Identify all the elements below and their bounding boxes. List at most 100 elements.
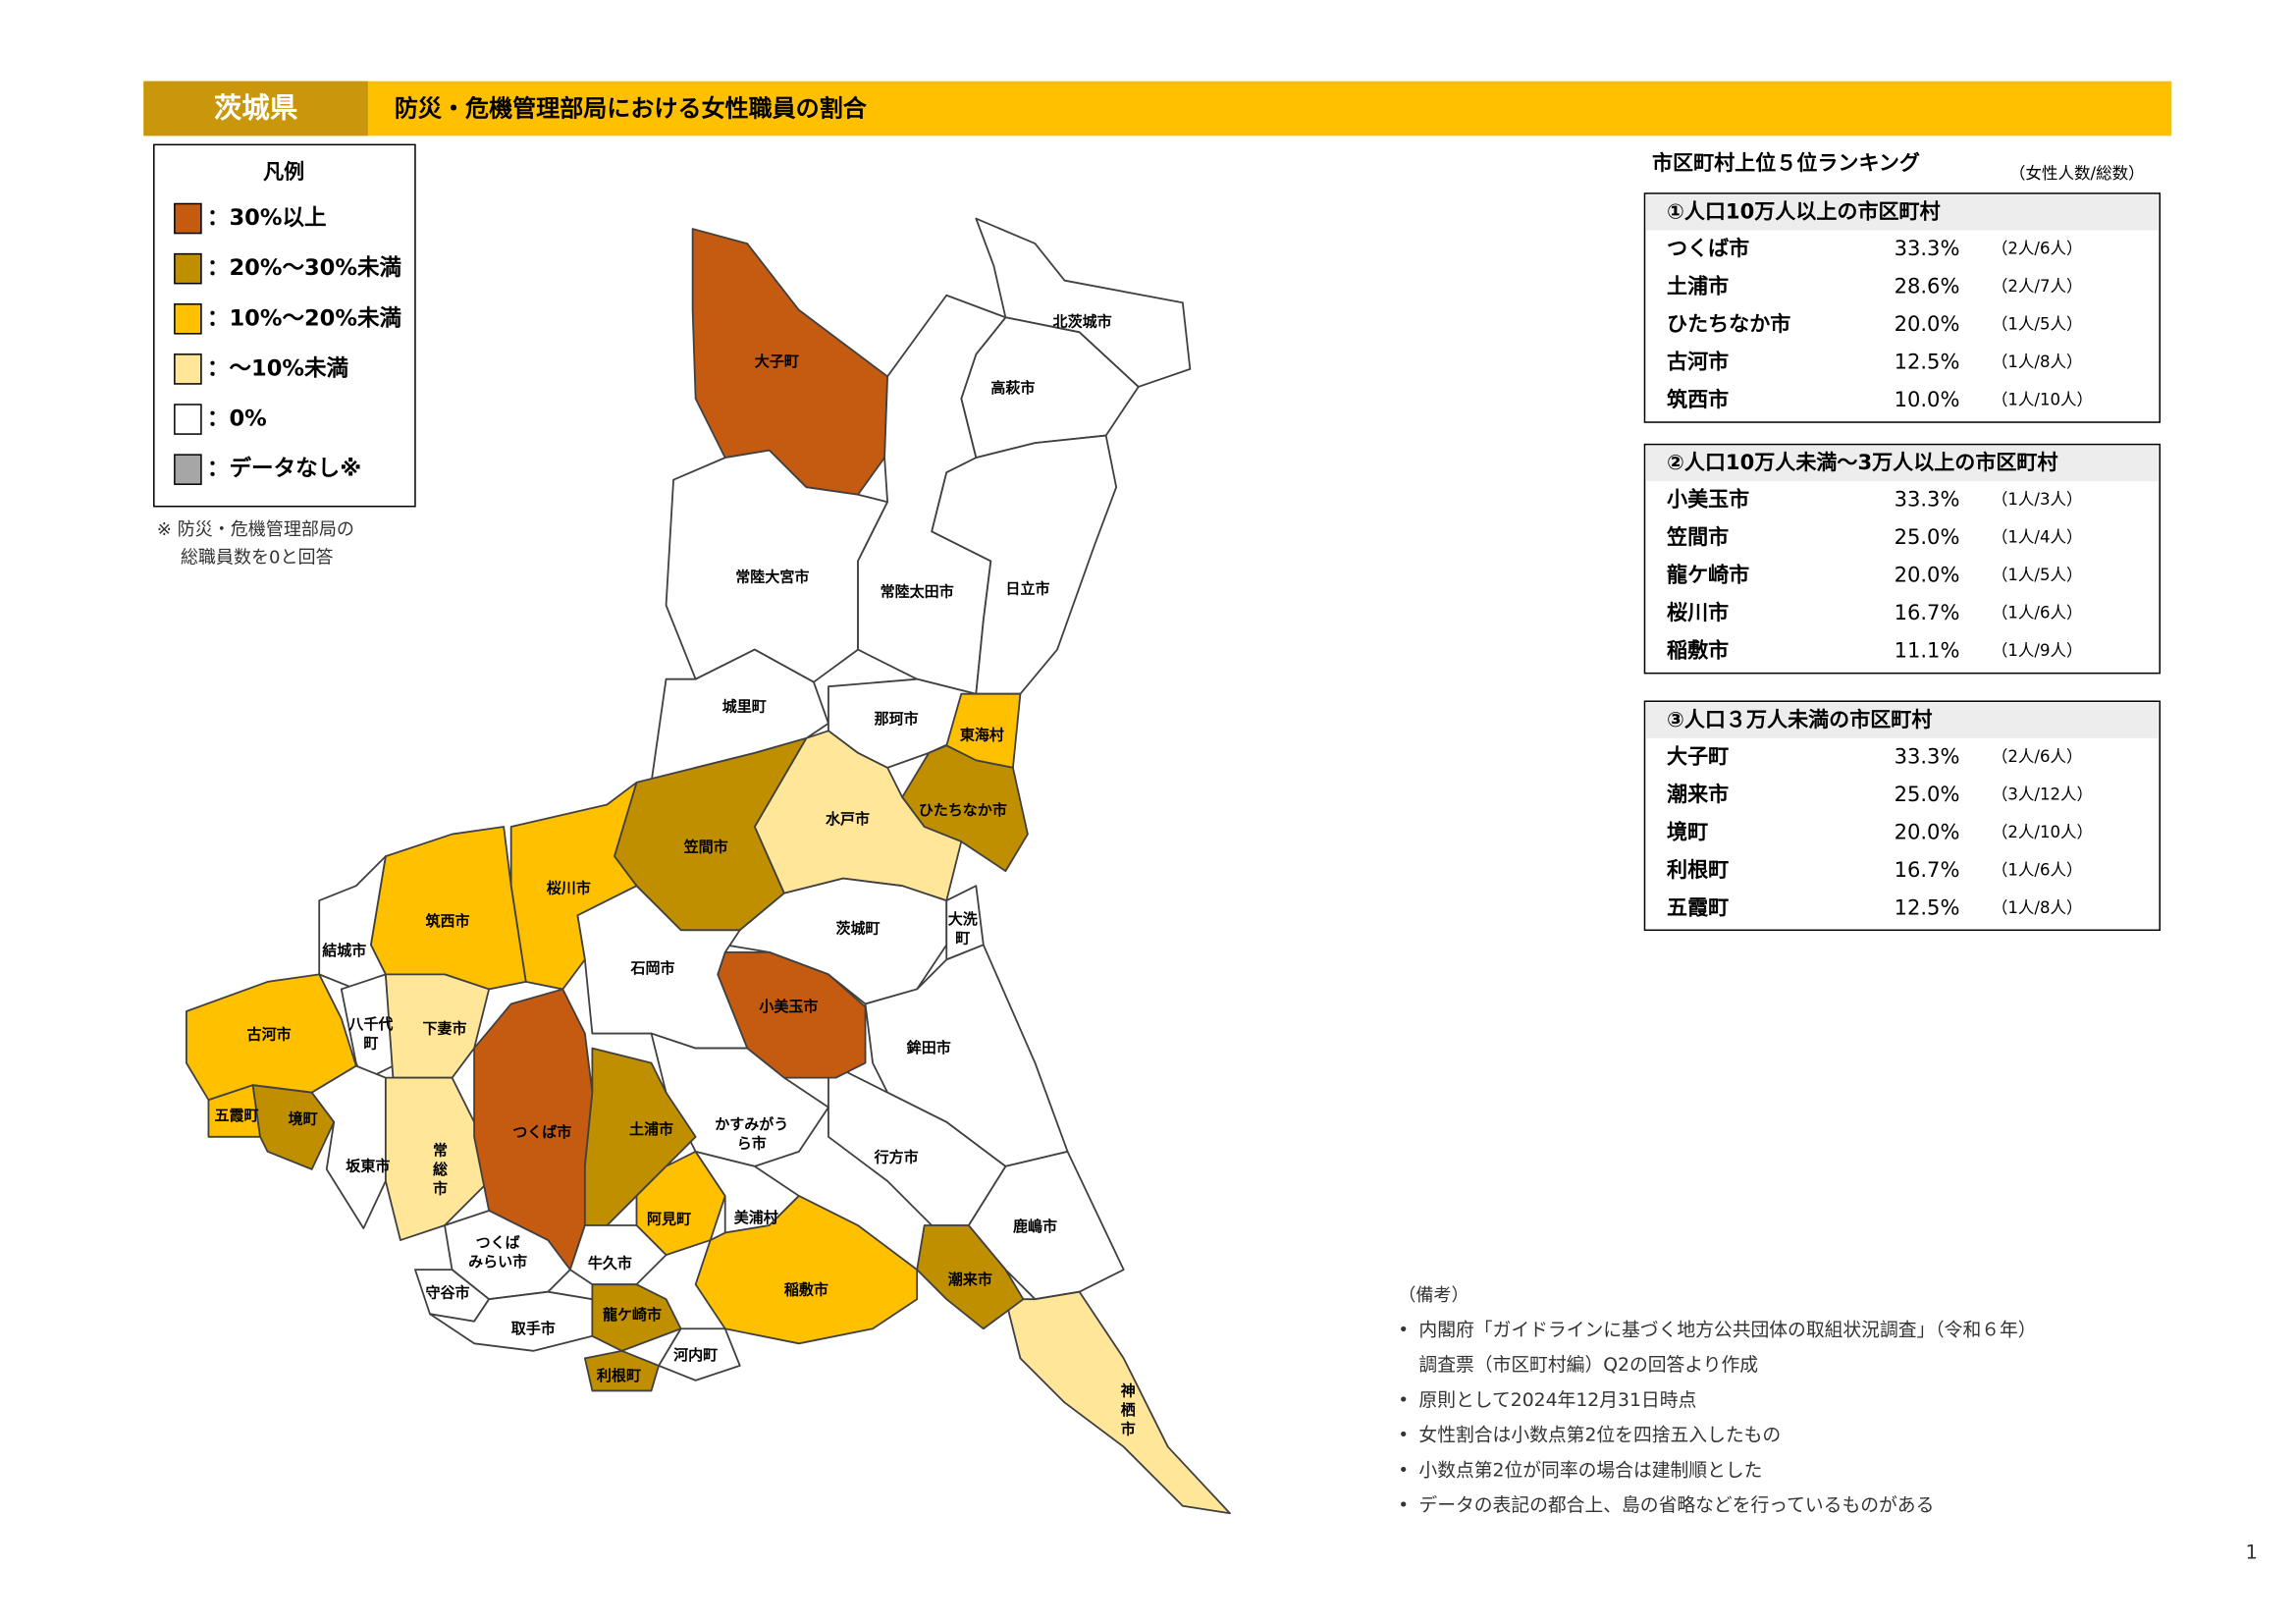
municipality-area [340, 973, 395, 1082]
ranking-count: （3人/12人） [1992, 785, 2093, 803]
municipality-label: 下妻市 [422, 1020, 466, 1038]
ranking-count: （1人/6人） [1992, 860, 2083, 879]
ranking-name: ひたちなか市 [1667, 311, 1790, 336]
municipality-label: 美浦村 [734, 1209, 778, 1226]
municipality-area [369, 826, 527, 991]
municipality-label: 八千代町 [347, 1014, 393, 1052]
municipality-area [576, 885, 749, 1050]
municipality-area [658, 1327, 741, 1381]
ranking-name: 五霞町 [1667, 894, 1729, 919]
municipality-label: 坂東市 [346, 1157, 390, 1174]
note-text: 小数点第2位が同率の場合は建制順とした [1418, 1459, 1762, 1481]
ranking-rate: 33.3% [1895, 236, 1960, 260]
municipality-label: 古河市 [247, 1026, 292, 1044]
header-title: 防災・危機管理部局における女性職員の割合 [395, 94, 868, 122]
ranking-rate: 11.1% [1895, 638, 1960, 663]
ranking-count: （1人/4人） [1992, 528, 2083, 547]
ranking-count: （2人/7人） [1992, 277, 2083, 296]
municipality-label: 常総市 [433, 1141, 448, 1197]
ranking-count: （1人/5人） [1992, 315, 2083, 334]
municipality-label: 茨城町 [836, 919, 881, 937]
ranking-count: （1人/3人） [1992, 490, 2083, 509]
ranking-count: （2人/10人） [1992, 823, 2093, 841]
note-bullet: • [1398, 1460, 1409, 1481]
ranking-rate: 12.5% [1895, 894, 1960, 919]
legend-swatch [174, 202, 202, 235]
ranking-rate: 20.0% [1895, 311, 1960, 336]
ranking-box [1643, 443, 2161, 675]
ranking-name: 古河市 [1667, 350, 1729, 374]
ranking-name: 小美玉市 [1667, 487, 1749, 512]
note-bullet: • [1398, 1320, 1409, 1340]
ranking-name: 稲敷市 [1667, 638, 1729, 663]
ranking-rate: 12.5% [1895, 350, 1960, 374]
legend-title: 凡例 [263, 159, 304, 184]
ranking-name: 土浦市 [1667, 274, 1729, 298]
municipality-label: 五霞町 [214, 1107, 258, 1124]
ranking-name: 利根町 [1667, 857, 1729, 882]
municipality-label: 境町 [289, 1110, 318, 1127]
municipality-label: 稲敷市 [784, 1281, 828, 1299]
municipality-label: 潮来市 [948, 1271, 992, 1288]
ranking-rate: 20.0% [1895, 819, 1960, 843]
ranking-rate: 28.6% [1895, 274, 1960, 298]
municipality-label: 行方市 [874, 1148, 919, 1165]
note-text: 内閣府「ガイドラインに基づく地方公共団体の取組状況調査」（令和６年） [1418, 1319, 2036, 1340]
municipality-label: 笠間市 [683, 839, 728, 856]
municipality-label: 河内町 [673, 1346, 718, 1364]
municipality-label: 日立市 [1005, 579, 1049, 597]
ranking-count: （1人/9人） [1992, 641, 2083, 660]
municipality-label: 城里町 [722, 698, 767, 716]
municipality-label: 那珂市 [875, 710, 919, 728]
ranking-name: 桜川市 [1667, 600, 1729, 624]
notes-title: （備考） [1398, 1285, 1468, 1306]
ranking-count: （1人/6人） [1992, 604, 2083, 623]
municipality-label: 大子町 [755, 352, 799, 370]
ranking-count: （1人/5人） [1992, 566, 2083, 584]
municipality-area [310, 1064, 387, 1229]
municipality-label: 筑西市 [425, 912, 470, 930]
ranking-rate: 25.0% [1895, 782, 1960, 806]
municipality-label: つくば市 [512, 1123, 571, 1141]
ranking-name: 笠間市 [1667, 524, 1729, 549]
legend-label: ：30%以上 [207, 205, 327, 231]
ranking-rate: 16.7% [1895, 857, 1960, 882]
municipality-label: かすみがうら市 [715, 1115, 788, 1153]
ranking-title: 市区町村上位５位ランキング [1652, 150, 1920, 175]
municipality-area [384, 1076, 491, 1241]
municipality-label: 土浦市 [629, 1120, 673, 1138]
header-bar [143, 81, 2172, 136]
municipality-area [318, 855, 387, 991]
ranking-count: （1人/8人） [1992, 898, 2083, 917]
ranking-count: （1人/8人） [1992, 352, 2083, 371]
note-text: 女性割合は小数点第2位を四捨五入したもの [1418, 1425, 1781, 1446]
ranking-heading-bg [1645, 446, 2159, 482]
legend-label: ：0% [207, 406, 267, 432]
ranking-heading: ②人口10万人未満～3万人以上の市区町村 [1667, 450, 2058, 474]
ranking-name: 龍ケ崎市 [1667, 563, 1749, 587]
municipality-label: 東海村 [960, 726, 1004, 743]
ranking-rate: 10.0% [1895, 387, 1960, 411]
municipality-label: ひたちなか市 [919, 801, 1007, 819]
municipality-label: 桜川市 [547, 880, 591, 897]
note-text: 原則として2024年12月31日時点 [1418, 1389, 1696, 1411]
municipality-label: 取手市 [511, 1320, 556, 1337]
legend-swatch [174, 252, 202, 285]
municipality-label: 石岡市 [630, 959, 675, 977]
ranking-name: 境町 [1667, 819, 1708, 843]
ranking-name: 筑西市 [1667, 387, 1729, 411]
ranking-count: （2人/6人） [1992, 747, 2083, 766]
ranking-count: （2人/6人） [1992, 240, 2083, 258]
ranking-box [1643, 192, 2161, 423]
legend-label: ：20%～30%未満 [207, 255, 401, 281]
legend-swatch [174, 404, 202, 435]
municipality-label: つくばみらい市 [468, 1233, 527, 1271]
note-bullet: • [1398, 1389, 1409, 1410]
municipality-label: 阿見町 [647, 1211, 691, 1228]
legend-swatch [174, 454, 202, 485]
municipality-label: 北茨城市 [1053, 312, 1112, 330]
municipality-area [975, 217, 1192, 388]
